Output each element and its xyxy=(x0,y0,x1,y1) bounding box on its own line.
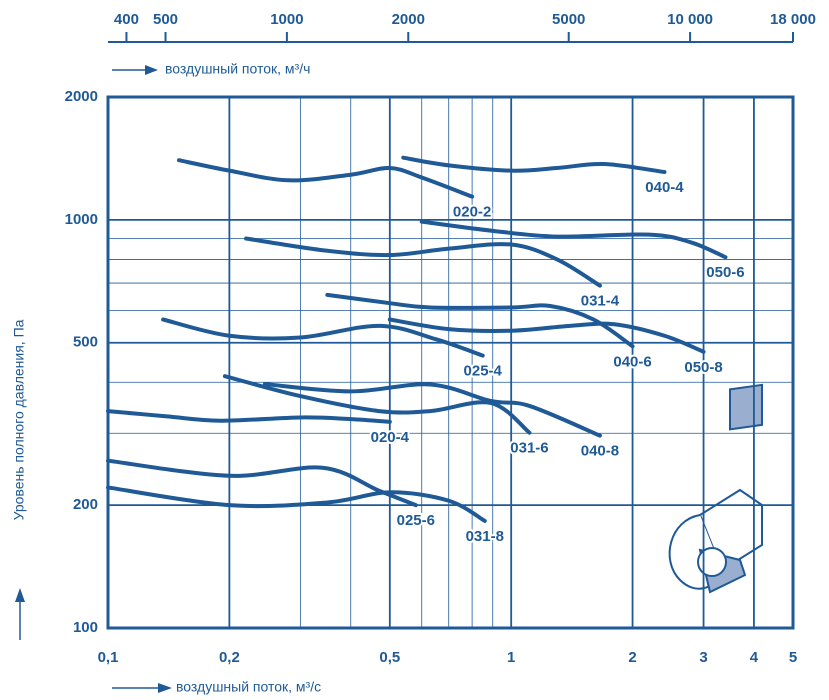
x2-axis-label: воздушный поток, м³/ч xyxy=(165,61,310,77)
arrow xyxy=(15,588,25,602)
y-tick-label: 500 xyxy=(73,334,98,351)
curve-label: 020-4 xyxy=(371,429,410,446)
curve-label: 040-4 xyxy=(645,179,684,196)
curve xyxy=(401,155,667,174)
curve-label: 050-6 xyxy=(706,264,744,281)
x-tick-label: 0,2 xyxy=(219,649,240,666)
curve-label: 031-8 xyxy=(466,528,504,545)
x-tick-label: 1 xyxy=(507,649,515,666)
x-tick-label: 5 xyxy=(789,649,797,666)
curve-label: 025-6 xyxy=(397,512,435,529)
plot-frame xyxy=(106,95,795,630)
y-tick-label: 1000 xyxy=(65,211,98,228)
curve xyxy=(176,158,475,199)
x-tick-label: 0,5 xyxy=(379,649,400,666)
x2-tick-label: 1000 xyxy=(270,11,303,28)
y-tick-label: 200 xyxy=(73,496,98,513)
x2-tick-label: 400 xyxy=(114,11,139,28)
x2-tick-label: 2000 xyxy=(392,11,425,28)
curve xyxy=(161,317,485,358)
curve-label: 040-6 xyxy=(613,353,651,370)
y-tick-label: 2000 xyxy=(65,88,98,105)
curve-label: 050-8 xyxy=(684,359,722,376)
curve xyxy=(106,458,418,508)
x2-tick-label: 10 000 xyxy=(667,11,713,28)
arrow xyxy=(145,65,158,75)
curve-label: 020-2 xyxy=(453,204,491,221)
x-tick-label: 2 xyxy=(628,649,636,666)
fan-icon xyxy=(668,383,763,594)
curve xyxy=(244,236,602,288)
curve-label: 031-4 xyxy=(581,293,620,310)
x2-tick-label: 5000 xyxy=(552,11,585,28)
curve xyxy=(106,409,392,424)
curve-label: 031-6 xyxy=(510,440,548,457)
x-axis-label: воздушный поток, м³/с xyxy=(176,679,321,695)
curve xyxy=(325,292,635,349)
curve xyxy=(106,485,487,523)
x-tick-label: 0,1 xyxy=(98,649,119,666)
x-tick-label: 3 xyxy=(699,649,707,666)
curve xyxy=(262,382,602,438)
curve xyxy=(387,317,706,354)
curve-label: 040-8 xyxy=(581,443,619,460)
y-tick-label: 100 xyxy=(73,619,98,636)
curve xyxy=(419,219,728,260)
curve-label: 025-4 xyxy=(464,363,503,380)
arrow xyxy=(158,683,172,693)
y-axis-label: Уровень полного давления, Па xyxy=(11,319,27,520)
x-tick-label: 4 xyxy=(750,649,759,666)
x2-tick-label: 18 000 xyxy=(770,11,816,28)
x2-tick-label: 500 xyxy=(153,11,178,28)
curve xyxy=(222,374,532,435)
